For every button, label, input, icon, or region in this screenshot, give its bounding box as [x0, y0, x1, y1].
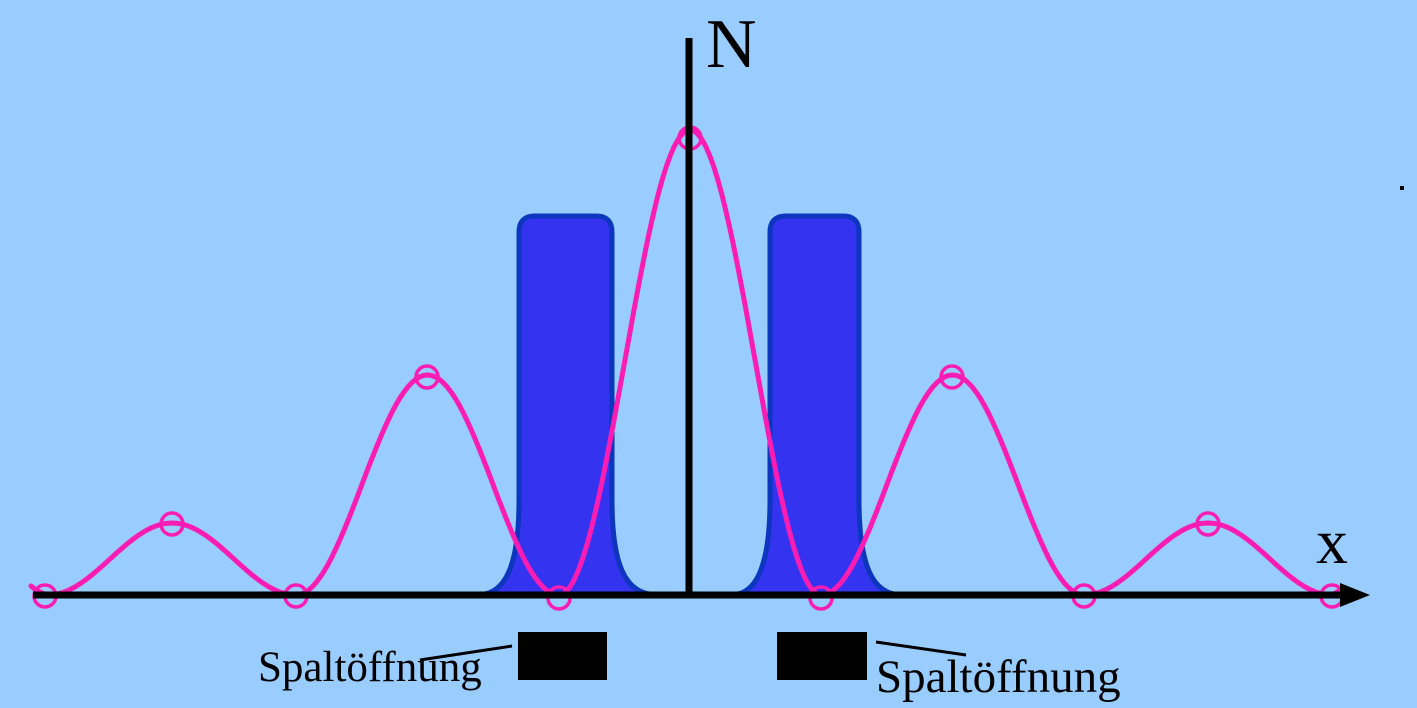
x-axis-arrow-icon — [1340, 583, 1370, 607]
slit-column-left — [482, 213, 652, 597]
slit-aperture-rect-left — [518, 632, 607, 680]
x-axis-label: x — [1316, 506, 1348, 577]
y-axis-label: N — [706, 6, 757, 83]
slit-opening-label-left: Spaltöffnung — [258, 644, 482, 691]
slit-aperture-rect-right — [777, 632, 867, 680]
curve-marker — [1195, 511, 1221, 537]
artifact-dot — [1400, 186, 1404, 190]
curve-marker — [414, 364, 440, 390]
leader-line-left — [419, 644, 513, 662]
curve-marker — [159, 511, 185, 537]
slit-column-right — [735, 213, 897, 597]
curve-marker — [939, 364, 965, 390]
leader-line-right — [875, 640, 967, 657]
slit-opening-label-right: Spaltöffnung — [876, 651, 1121, 703]
